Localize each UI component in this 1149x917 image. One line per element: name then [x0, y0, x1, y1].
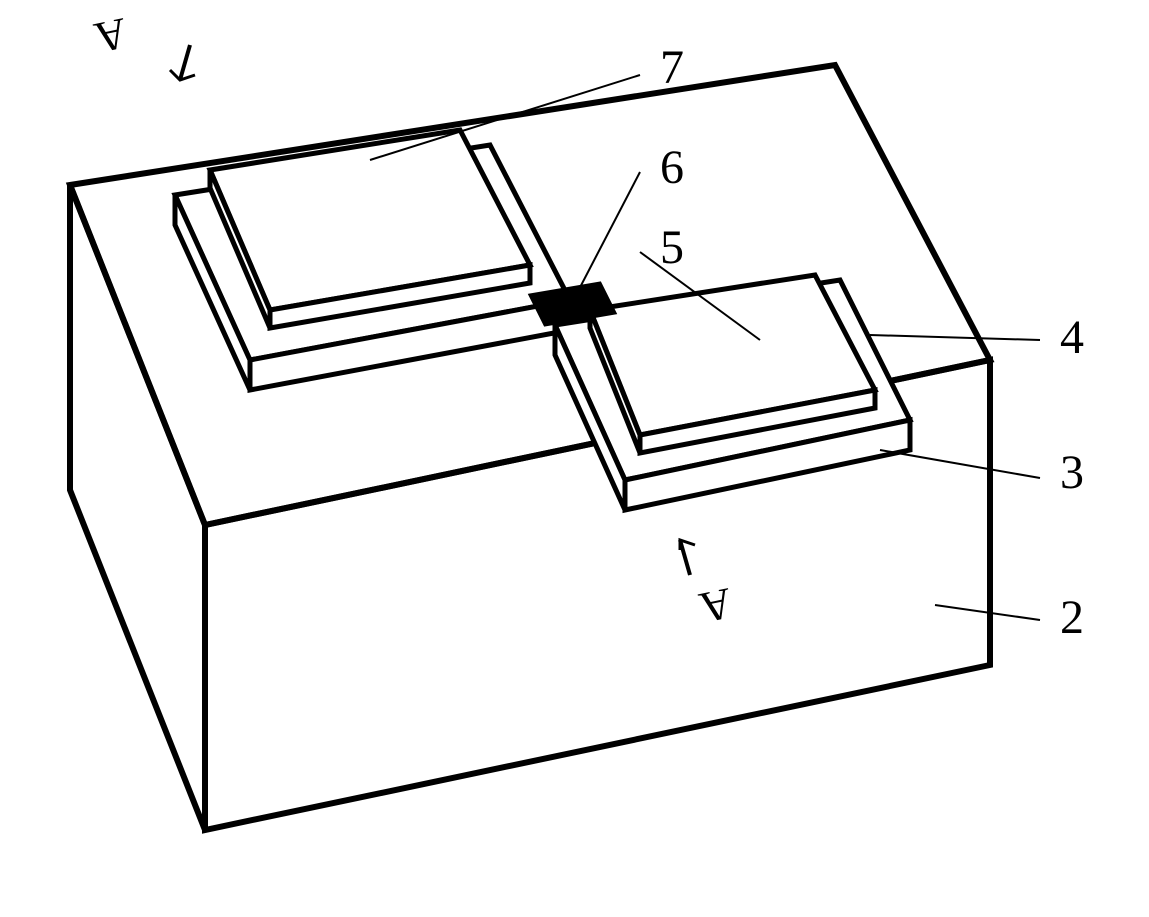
diagram-svg	[0, 0, 1149, 912]
technical-diagram: 7 6 5 4 3 2 A A	[0, 0, 1149, 912]
label-2: 2	[1060, 590, 1084, 645]
label-3: 3	[1060, 445, 1084, 500]
section-mark-bottom-right	[680, 540, 695, 575]
label-5: 5	[660, 220, 684, 275]
section-mark-top-left	[170, 45, 195, 80]
label-4: 4	[1060, 310, 1084, 365]
left-platform	[175, 130, 570, 390]
label-6: 6	[660, 140, 684, 195]
label-7: 7	[660, 40, 684, 95]
